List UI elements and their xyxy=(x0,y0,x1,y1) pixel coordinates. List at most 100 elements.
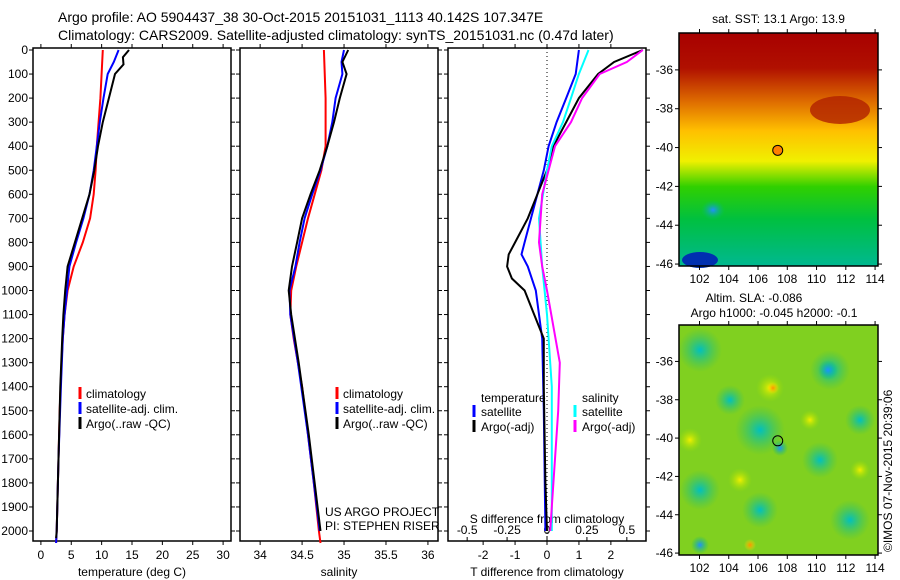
profile-panel-3: -2 -1 0 1 2 T difference from climatology -0.5… xyxy=(444,44,650,579)
legend-label: satellite-adj. clim. xyxy=(343,402,435,416)
lon-tick-label: 102 xyxy=(689,561,709,575)
low-eddy xyxy=(818,360,838,380)
series-line-s-satellite xyxy=(537,49,590,531)
x-tick-label: 34 xyxy=(253,548,267,562)
x-tick-label: 35.5 xyxy=(374,548,398,562)
credit-label: ©IMOS 07-Nov-2015 20:39:06 xyxy=(881,389,895,552)
sst-map: 102 104 106 108 110 112 114 -36 -38 -40 -42 -44 -46 s… xyxy=(656,12,885,286)
lat-tick-label: -42 xyxy=(656,469,674,483)
plot-frame xyxy=(239,47,439,542)
low-eddy xyxy=(715,385,745,415)
series-line-t-argo-adj- xyxy=(506,49,644,532)
project-label: US ARGO PROJECT xyxy=(325,505,440,519)
x-tick-label: 1 xyxy=(576,548,583,562)
profile-panel-1: 0100200300400500600700800900100011001200… xyxy=(1,43,235,579)
lon-tick-label: 110 xyxy=(807,561,826,575)
y-tick-label: 500 xyxy=(8,163,28,177)
lon-tick-label: 110 xyxy=(807,272,826,286)
low-eddy xyxy=(680,470,720,510)
x-axis-label: temperature (deg C) xyxy=(78,565,186,579)
legend-label: satellite xyxy=(481,405,522,419)
y-tick-label: 200 xyxy=(8,91,28,105)
legend-label: climatology xyxy=(86,387,146,401)
lat-tick-label: -46 xyxy=(656,257,674,271)
y-tick-label: 1000 xyxy=(1,284,28,298)
low-eddy xyxy=(845,405,875,435)
low-eddy xyxy=(772,440,788,456)
lon-tick-label: 102 xyxy=(689,272,709,286)
pi-label: PI: STEPHEN RISER xyxy=(325,519,440,533)
s-tick-label: -0.25 xyxy=(493,523,521,537)
high-eddy xyxy=(850,460,870,480)
y-tick-label: 0 xyxy=(21,43,28,57)
x-axis-label: T difference from climatology xyxy=(470,565,624,579)
series-line-satellite-adj-clim- xyxy=(288,49,345,532)
y-tick-label: 1400 xyxy=(1,380,28,394)
x-tick-label: 2 xyxy=(608,548,615,562)
y-tick-label: 1800 xyxy=(1,476,28,490)
y-tick-label: 2000 xyxy=(1,524,28,538)
legend-label: Argo(-adj) xyxy=(481,420,534,434)
low-eddy xyxy=(802,442,838,478)
series-line-argo-raw-qc- xyxy=(55,49,130,539)
x-tick-label: -1 xyxy=(510,548,521,562)
series-line-s-argo-adj- xyxy=(537,49,644,532)
title-line-2: Climatology: CARS2009. Satellite-adjuste… xyxy=(58,27,614,43)
high-eddy xyxy=(767,382,779,394)
x-tick-label: 5 xyxy=(68,548,75,562)
y-tick-label: 400 xyxy=(8,139,28,153)
x-tick-label: 15 xyxy=(125,548,139,562)
y-tick-label: 300 xyxy=(8,115,28,129)
lon-tick-label: 112 xyxy=(836,561,855,575)
lon-tick-label: 112 xyxy=(836,272,855,286)
low-eddy xyxy=(742,492,778,528)
lon-tick-label: 114 xyxy=(866,561,885,575)
x-tick-label: 36 xyxy=(421,548,435,562)
argo-position-marker xyxy=(772,144,784,156)
low-eddy xyxy=(691,536,709,554)
y-tick-label: 1300 xyxy=(1,356,28,370)
s-tick-label: 0.5 xyxy=(618,523,635,537)
x-tick-label: 35 xyxy=(337,548,351,562)
lat-tick-label: -38 xyxy=(656,393,674,407)
x-tick-label: 25 xyxy=(186,548,200,562)
y-tick-label: 600 xyxy=(8,187,28,201)
high-eddy xyxy=(728,468,752,492)
lon-tick-label: 106 xyxy=(748,561,768,575)
high-eddy xyxy=(678,428,702,452)
lat-tick-label: -40 xyxy=(656,141,674,155)
series-line-climatology xyxy=(55,49,104,544)
lat-tick-label: -40 xyxy=(656,431,674,445)
s-tick-label: -0.5 xyxy=(457,523,478,537)
y-tick-label: 100 xyxy=(8,67,28,81)
plot-frame xyxy=(32,47,232,542)
y-tick-label: 1600 xyxy=(1,428,28,442)
series-line-t-satellite xyxy=(520,49,580,532)
series-line-argo-raw-qc- xyxy=(287,49,350,532)
legend-label: Argo(..raw -QC) xyxy=(86,417,171,431)
lat-tick-label: -36 xyxy=(656,63,674,77)
legend-label: Argo(-adj) xyxy=(582,420,635,434)
lon-tick-label: 108 xyxy=(777,272,797,286)
x-tick-label: 10 xyxy=(95,548,109,562)
y-tick-label: 900 xyxy=(8,259,28,273)
sla-map-title-1: Altim. SLA: -0.086 xyxy=(706,291,803,305)
legend-title-salinity: salinity xyxy=(582,391,619,405)
legend-label: Argo(..raw -QC) xyxy=(343,417,428,431)
low-eddy xyxy=(830,500,870,540)
s-tick-label: 0.25 xyxy=(575,523,599,537)
sla-map: 102 104 106 108 110 112 114 -36 -38 -40 -42 -44 -46 A… xyxy=(656,291,885,575)
map-frame xyxy=(678,32,879,267)
y-tick-label: 700 xyxy=(8,211,28,225)
lat-tick-label: -46 xyxy=(656,546,674,560)
argo-position-marker xyxy=(772,435,784,447)
x-tick-label: 20 xyxy=(156,548,170,562)
high-eddy xyxy=(800,410,820,430)
legend-label: satellite-adj. clim. xyxy=(86,402,178,416)
lat-tick-label: -42 xyxy=(656,179,674,193)
y-tick-label: 1200 xyxy=(1,332,28,346)
lon-tick-label: 104 xyxy=(719,272,739,286)
cold-patch xyxy=(701,200,725,220)
high-eddy xyxy=(744,539,756,551)
